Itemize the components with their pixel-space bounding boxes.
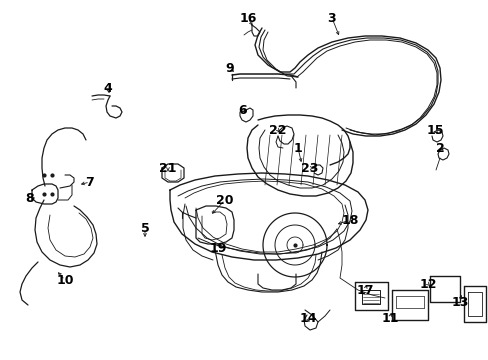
Text: 11: 11 — [381, 311, 398, 324]
Text: 5: 5 — [141, 221, 149, 234]
Text: 16: 16 — [239, 12, 256, 24]
Text: 23: 23 — [301, 162, 318, 175]
Text: 21: 21 — [159, 162, 176, 175]
Text: 14: 14 — [299, 311, 316, 324]
Text: 8: 8 — [26, 192, 34, 204]
Text: 17: 17 — [356, 284, 373, 297]
Text: 13: 13 — [450, 296, 468, 309]
Text: 9: 9 — [225, 62, 234, 75]
Text: 22: 22 — [269, 123, 286, 136]
Text: 12: 12 — [418, 278, 436, 291]
Text: 15: 15 — [426, 123, 443, 136]
Text: 7: 7 — [85, 175, 94, 189]
Text: 1: 1 — [293, 141, 302, 154]
Text: 6: 6 — [238, 104, 247, 117]
Text: 3: 3 — [327, 12, 336, 24]
Text: 19: 19 — [209, 242, 226, 255]
Text: 18: 18 — [341, 213, 358, 226]
Text: 20: 20 — [216, 194, 233, 207]
Text: 2: 2 — [435, 141, 444, 154]
Text: 10: 10 — [56, 274, 74, 287]
Text: 4: 4 — [103, 81, 112, 94]
